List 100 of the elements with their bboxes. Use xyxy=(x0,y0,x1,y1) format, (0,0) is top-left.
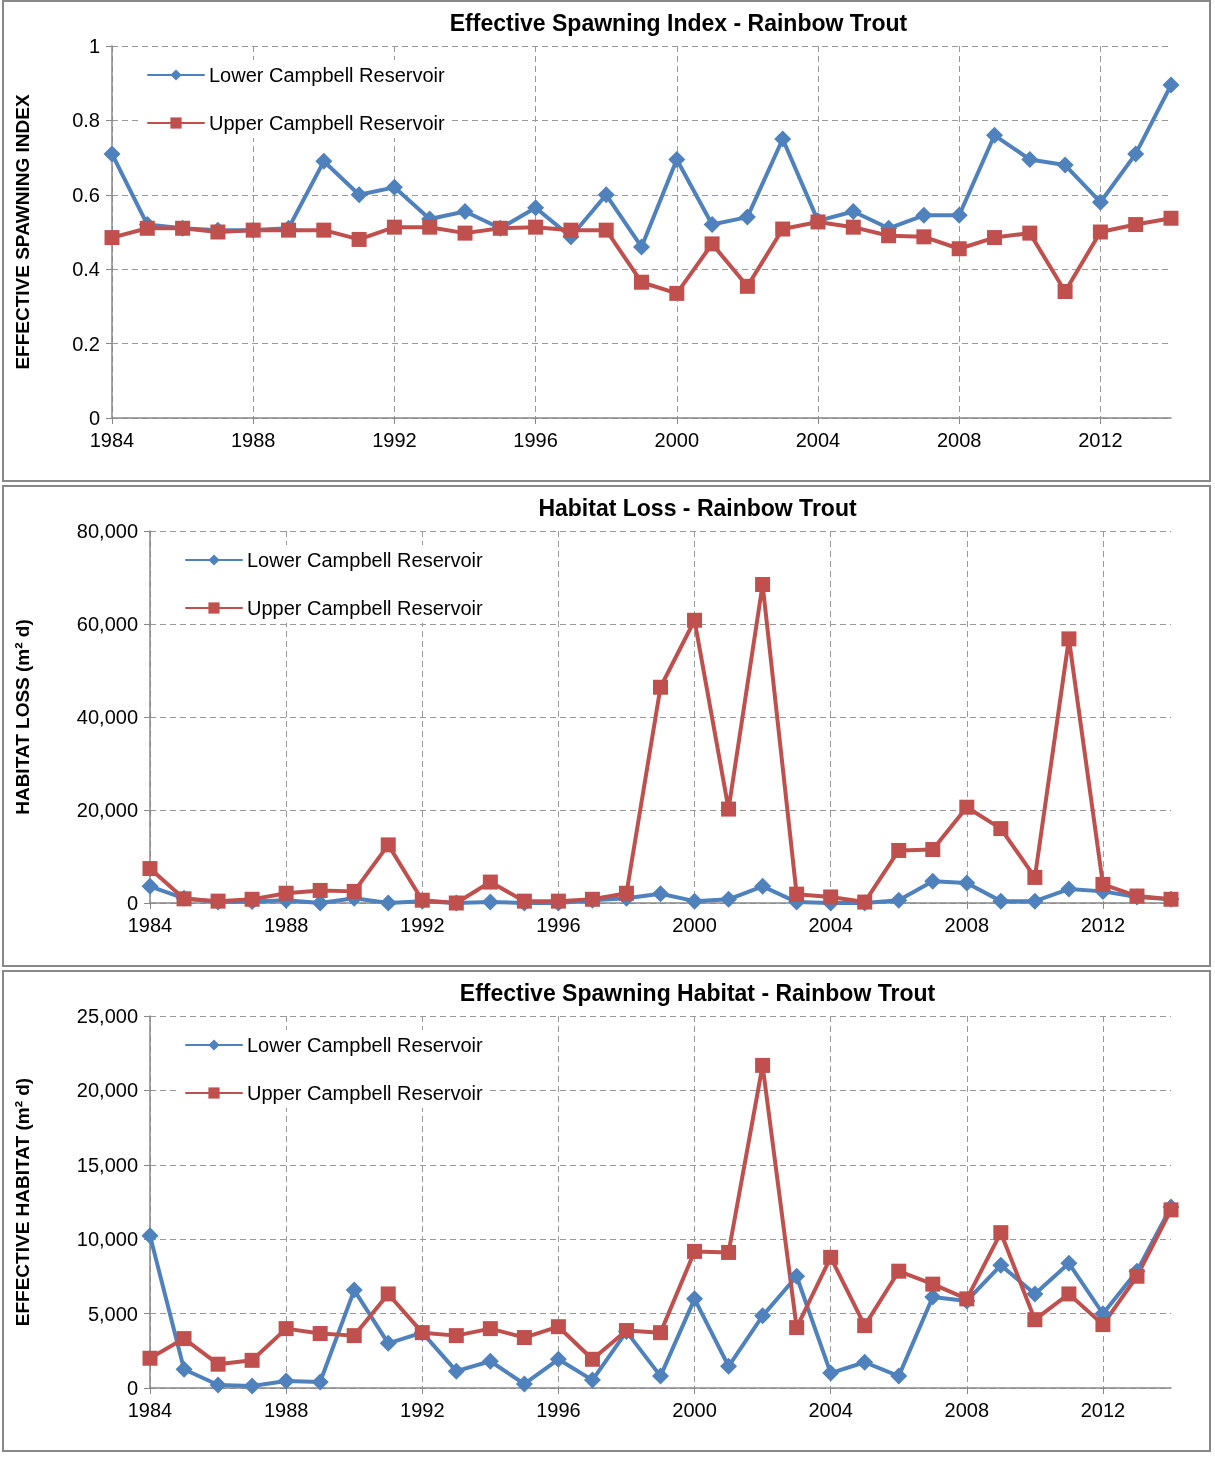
point xyxy=(704,236,720,252)
point xyxy=(890,891,908,909)
x-tick-label: 1988 xyxy=(263,914,309,936)
point xyxy=(1095,1317,1111,1333)
point xyxy=(789,886,805,902)
point xyxy=(210,1356,226,1372)
point xyxy=(312,1326,328,1342)
point xyxy=(881,228,897,244)
point xyxy=(634,274,649,290)
point xyxy=(277,1372,295,1390)
point xyxy=(243,1377,261,1395)
x-tick-label: 1996 xyxy=(536,914,581,936)
point xyxy=(1163,210,1179,226)
x-tick-label: 1992 xyxy=(372,429,417,451)
point xyxy=(1060,1254,1078,1272)
y-tick-label: 0.8 xyxy=(72,109,100,132)
point xyxy=(278,885,294,901)
point xyxy=(1091,193,1109,211)
x-tick-label: 1984 xyxy=(127,1399,173,1421)
x-tick-label: 1984 xyxy=(127,914,173,936)
point xyxy=(755,576,771,592)
point xyxy=(516,1330,532,1346)
point xyxy=(891,1263,907,1279)
point xyxy=(482,1321,498,1337)
point xyxy=(315,152,333,170)
legend-label: Upper Campbell Reservoir xyxy=(209,112,445,134)
point xyxy=(720,890,738,908)
legend-label: Lower Campbell Reservoir xyxy=(247,1034,483,1056)
point xyxy=(583,1371,601,1389)
point xyxy=(633,238,650,256)
x-tick-label: 2008 xyxy=(944,1399,990,1421)
chart-title: Effective Spawning Habitat - Rainbow Trout xyxy=(459,979,936,1006)
point xyxy=(987,230,1002,246)
y-tick-label: 0.4 xyxy=(72,258,100,281)
point xyxy=(141,1227,159,1245)
point xyxy=(244,1352,260,1368)
y-tick-label: 60,000 xyxy=(76,613,138,635)
point xyxy=(103,145,121,163)
point xyxy=(549,1350,567,1368)
x-tick-label: 2008 xyxy=(944,914,990,936)
point xyxy=(992,1256,1010,1274)
y-tick-label: 0 xyxy=(126,892,138,914)
point xyxy=(350,186,368,204)
point xyxy=(686,892,704,910)
x-tick-label: 1992 xyxy=(400,1399,445,1421)
point xyxy=(669,285,685,301)
point xyxy=(721,1244,737,1260)
x-tick-label: 2012 xyxy=(1080,914,1126,936)
point xyxy=(789,1320,805,1336)
point xyxy=(738,208,756,226)
point xyxy=(993,1225,1009,1241)
point xyxy=(386,219,402,235)
y-tick-label: 0 xyxy=(126,1377,138,1399)
x-tick-label: 1996 xyxy=(513,429,558,451)
point xyxy=(312,882,328,898)
legend-label: Lower Campbell Reservoir xyxy=(247,549,483,571)
point xyxy=(844,203,862,221)
x-tick-label: 2004 xyxy=(795,429,841,451)
point xyxy=(141,877,159,895)
point xyxy=(652,1367,669,1385)
legend-label: Lower Campbell Reservoir xyxy=(209,64,445,86)
point xyxy=(1129,1268,1145,1284)
point xyxy=(754,1307,772,1325)
point xyxy=(925,842,941,858)
y-tick-label: 5,000 xyxy=(87,1302,138,1325)
point xyxy=(822,1364,840,1382)
point xyxy=(139,220,155,236)
x-tick-label: 1988 xyxy=(263,1399,309,1421)
point xyxy=(597,186,615,204)
point xyxy=(986,126,1003,144)
x-tick-label: 2012 xyxy=(1080,1399,1126,1421)
x-tick-label: 2000 xyxy=(672,1399,717,1421)
point xyxy=(346,1328,362,1344)
point xyxy=(380,1286,396,1302)
point xyxy=(1095,876,1111,892)
x-tick-label: 1988 xyxy=(230,429,276,451)
y-axis-title: HABITAT LOSS (m² d) xyxy=(12,619,33,815)
y-tick-label: 1 xyxy=(88,35,100,57)
point xyxy=(915,206,933,224)
point xyxy=(959,799,975,815)
point xyxy=(351,231,367,247)
x-tick-label: 2004 xyxy=(808,1399,853,1421)
y-tick-label: 15,000 xyxy=(76,1153,138,1176)
point xyxy=(1026,892,1044,910)
point xyxy=(823,889,839,905)
point xyxy=(456,203,474,221)
point xyxy=(1092,224,1108,240)
point xyxy=(1026,1285,1044,1303)
x-tick-label: 2000 xyxy=(672,914,717,936)
point xyxy=(686,1290,704,1308)
point xyxy=(788,1267,806,1285)
point xyxy=(823,1249,839,1265)
point xyxy=(527,199,545,217)
point xyxy=(668,150,686,168)
point xyxy=(1027,1312,1043,1328)
point xyxy=(1022,225,1038,241)
point xyxy=(481,893,499,911)
x-tick-label: 1992 xyxy=(400,914,445,936)
point xyxy=(856,1353,874,1371)
x-tick-label: 2004 xyxy=(808,914,853,936)
